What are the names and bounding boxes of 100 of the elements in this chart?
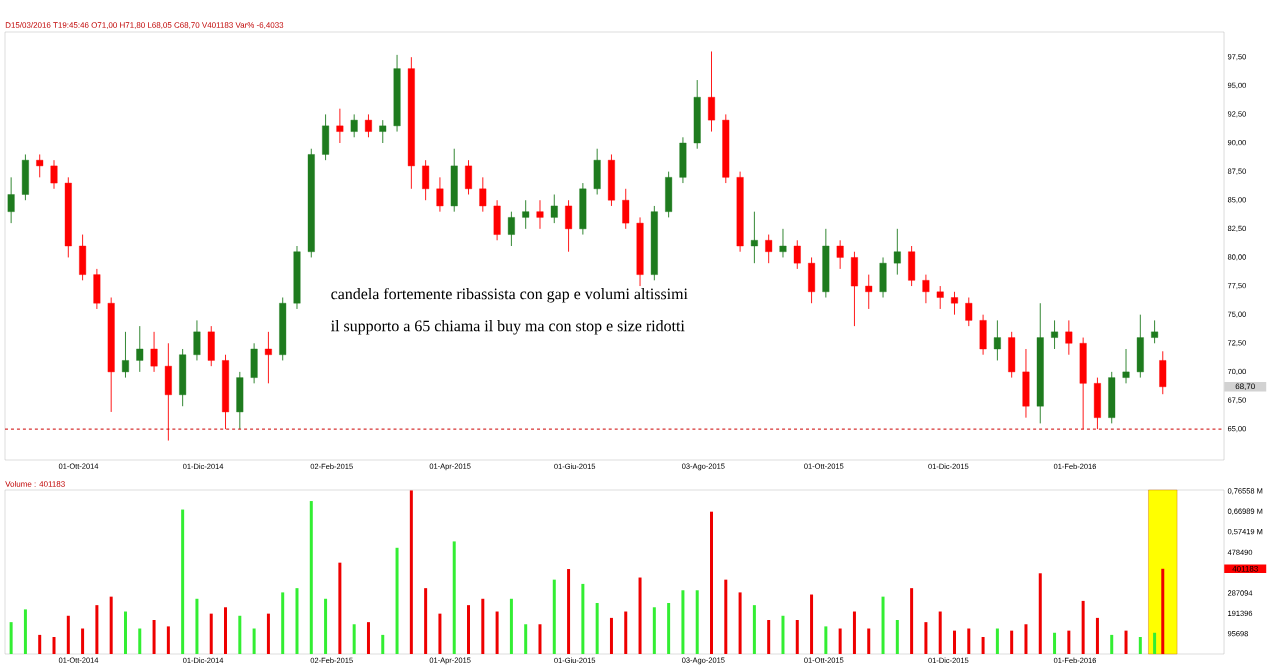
bar	[195, 598, 199, 654]
candlestick	[36, 154, 44, 178]
candlestick	[993, 319, 1001, 361]
bar	[452, 541, 456, 654]
bar	[1138, 637, 1142, 654]
bar	[481, 598, 485, 654]
candlestick	[193, 319, 201, 361]
bar	[881, 596, 885, 654]
bar	[738, 592, 742, 654]
bar	[366, 622, 370, 654]
candlestick	[422, 159, 430, 201]
candlestick	[150, 331, 158, 373]
bar	[224, 607, 228, 654]
bar	[652, 607, 656, 654]
bar	[395, 547, 399, 654]
bar	[109, 596, 113, 654]
candlestick	[951, 291, 958, 316]
bar	[352, 624, 356, 654]
candlestick	[1122, 348, 1130, 384]
bar	[1038, 573, 1042, 654]
candlestick	[507, 211, 515, 247]
bar	[38, 634, 42, 654]
bar	[581, 583, 585, 654]
candlestick	[865, 274, 873, 310]
candlestick	[965, 297, 973, 327]
candlestick	[7, 176, 15, 224]
bar	[66, 615, 70, 654]
bar	[967, 628, 971, 654]
candlestick	[708, 51, 715, 133]
bar	[938, 611, 942, 654]
bar	[438, 613, 442, 654]
bar	[52, 637, 56, 654]
candlestick	[50, 159, 58, 190]
bar	[9, 622, 13, 654]
annotation: candela fortemente ribassista con gap e volumi altissimi	[331, 287, 688, 303]
bar	[95, 605, 99, 654]
candlestick	[365, 113, 372, 138]
candlestick	[765, 234, 773, 264]
bar	[166, 626, 170, 654]
bar	[724, 579, 728, 654]
candlestick	[565, 199, 573, 253]
bar	[1095, 617, 1099, 654]
candlestick	[936, 285, 944, 310]
bar	[538, 624, 542, 654]
bar	[638, 577, 642, 654]
bar	[1161, 568, 1165, 654]
bar	[181, 509, 185, 654]
bar	[781, 615, 785, 654]
candlestick	[1051, 319, 1059, 350]
bar	[23, 609, 27, 654]
bar	[953, 630, 956, 654]
candlestick	[436, 176, 444, 213]
bar	[209, 613, 213, 654]
bar	[266, 613, 270, 654]
bar	[1081, 600, 1085, 654]
candlestick	[836, 239, 844, 270]
bar	[752, 605, 756, 654]
bar	[1010, 630, 1014, 654]
bar	[895, 620, 899, 654]
candlestick	[550, 194, 558, 224]
candlestick	[922, 274, 930, 304]
bar	[1053, 632, 1057, 654]
candlestick	[264, 331, 272, 384]
bar	[1153, 632, 1157, 654]
candlestick	[793, 239, 801, 270]
candlestick	[350, 113, 358, 138]
bar	[995, 628, 999, 654]
bar	[924, 622, 928, 654]
candlestick	[479, 176, 487, 213]
bar	[381, 634, 385, 654]
bar	[409, 490, 413, 654]
candlestick	[536, 199, 544, 230]
bar	[509, 598, 513, 654]
bar	[667, 603, 671, 654]
bar	[324, 598, 328, 654]
bar	[609, 617, 613, 654]
bar	[495, 611, 499, 654]
bar	[1024, 624, 1028, 654]
bar	[81, 628, 85, 654]
candlestick	[136, 325, 144, 373]
bar	[1110, 634, 1114, 654]
bar	[567, 569, 571, 654]
bar	[695, 590, 699, 654]
bar	[309, 501, 313, 654]
candlestick	[779, 228, 787, 258]
bar	[767, 620, 771, 654]
bar	[1124, 630, 1128, 654]
candlestick	[1065, 319, 1073, 356]
bar	[852, 611, 856, 654]
bar	[123, 611, 127, 654]
bar	[152, 620, 156, 654]
bar	[867, 628, 871, 654]
bar	[467, 605, 471, 654]
bar	[252, 628, 256, 654]
bar	[838, 628, 842, 654]
candlestick	[893, 228, 901, 276]
bar	[824, 626, 828, 654]
bar	[981, 637, 985, 654]
bar	[238, 615, 242, 654]
bar	[810, 594, 814, 654]
